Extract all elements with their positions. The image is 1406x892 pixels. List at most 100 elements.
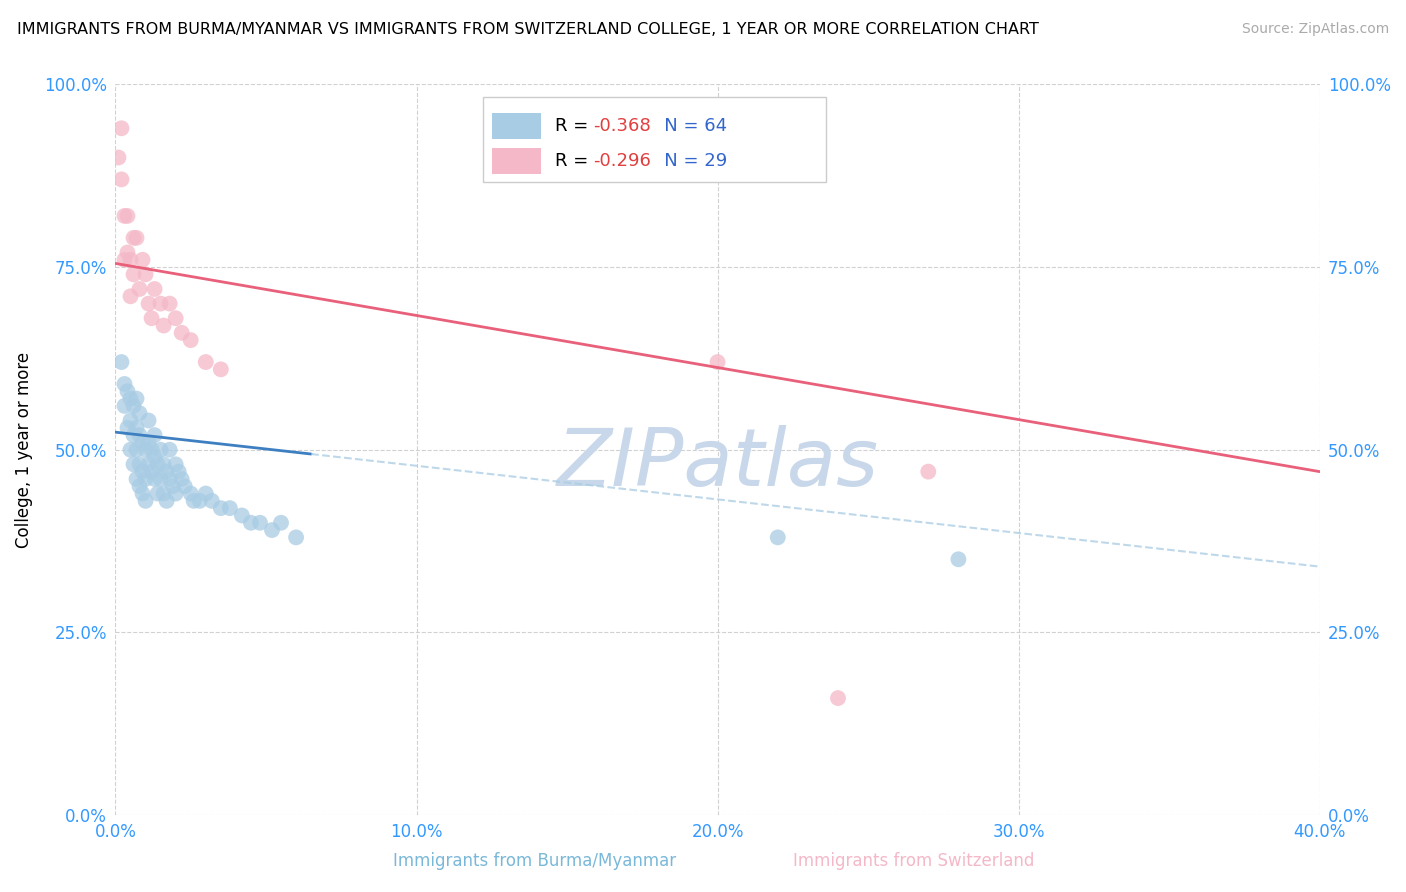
Text: IMMIGRANTS FROM BURMA/MYANMAR VS IMMIGRANTS FROM SWITZERLAND COLLEGE, 1 YEAR OR : IMMIGRANTS FROM BURMA/MYANMAR VS IMMIGRA… xyxy=(17,22,1039,37)
Point xyxy=(114,376,136,391)
Point xyxy=(135,442,157,457)
Point xyxy=(706,355,728,369)
Point xyxy=(146,458,169,472)
Point xyxy=(948,552,970,566)
Point xyxy=(120,392,142,406)
Point xyxy=(260,523,283,537)
Point xyxy=(143,450,166,464)
Point xyxy=(120,289,142,303)
Point xyxy=(183,493,205,508)
Point xyxy=(131,486,153,500)
Point xyxy=(125,472,148,486)
Point xyxy=(122,268,145,282)
Point xyxy=(110,355,132,369)
Point xyxy=(122,458,145,472)
Point xyxy=(110,172,132,186)
Point xyxy=(180,333,202,347)
Point xyxy=(194,486,217,500)
Point xyxy=(159,296,181,310)
Point xyxy=(766,530,789,544)
Point xyxy=(122,231,145,245)
Point xyxy=(149,472,172,486)
Point xyxy=(138,435,160,450)
Point xyxy=(249,516,271,530)
Point xyxy=(120,413,142,427)
Point xyxy=(152,318,174,333)
Point xyxy=(135,268,157,282)
Text: R =: R = xyxy=(555,153,593,170)
Point xyxy=(143,428,166,442)
Point xyxy=(173,479,195,493)
Point xyxy=(141,311,163,326)
Point xyxy=(152,486,174,500)
Text: Immigrants from Burma/Myanmar: Immigrants from Burma/Myanmar xyxy=(392,852,676,870)
Text: Immigrants from Switzerland: Immigrants from Switzerland xyxy=(793,852,1035,870)
Point xyxy=(125,231,148,245)
Text: N = 64: N = 64 xyxy=(647,118,727,136)
Point xyxy=(149,296,172,310)
Point xyxy=(117,245,139,260)
Bar xyxy=(492,113,540,139)
Text: R =: R = xyxy=(555,118,593,136)
Point xyxy=(107,151,129,165)
Point xyxy=(194,355,217,369)
Point xyxy=(138,458,160,472)
Point xyxy=(114,252,136,267)
Point xyxy=(201,493,224,508)
Point xyxy=(285,530,308,544)
Point xyxy=(270,516,292,530)
Point xyxy=(128,479,150,493)
Point xyxy=(146,486,169,500)
Text: Source: ZipAtlas.com: Source: ZipAtlas.com xyxy=(1241,22,1389,37)
Text: -0.296: -0.296 xyxy=(593,153,651,170)
FancyBboxPatch shape xyxy=(482,97,825,182)
Point xyxy=(120,252,142,267)
Point xyxy=(143,472,166,486)
Point xyxy=(114,209,136,223)
Point xyxy=(135,493,157,508)
Point xyxy=(128,428,150,442)
Point xyxy=(117,421,139,435)
Point xyxy=(239,516,262,530)
Point xyxy=(114,399,136,413)
Point xyxy=(125,442,148,457)
Point xyxy=(125,421,148,435)
Point xyxy=(128,406,150,420)
Point xyxy=(231,508,253,523)
Point xyxy=(110,121,132,136)
Point xyxy=(209,362,232,376)
Point xyxy=(218,501,240,516)
Point xyxy=(156,493,179,508)
Point xyxy=(141,465,163,479)
Point xyxy=(167,465,190,479)
Point xyxy=(138,296,160,310)
Point xyxy=(122,428,145,442)
Point xyxy=(159,472,181,486)
Point xyxy=(131,465,153,479)
Point xyxy=(122,399,145,413)
Point xyxy=(827,691,849,706)
Point xyxy=(209,501,232,516)
Point xyxy=(131,435,153,450)
Point xyxy=(170,326,193,340)
Point xyxy=(165,311,187,326)
Point xyxy=(165,458,187,472)
Point xyxy=(120,442,142,457)
Point xyxy=(128,458,150,472)
Point xyxy=(917,465,939,479)
Point xyxy=(138,413,160,427)
Text: -0.368: -0.368 xyxy=(593,118,651,136)
Point xyxy=(125,392,148,406)
Point xyxy=(159,442,181,457)
Point xyxy=(141,442,163,457)
Point xyxy=(143,282,166,296)
Point xyxy=(180,486,202,500)
Point xyxy=(149,442,172,457)
Point xyxy=(162,479,184,493)
Point xyxy=(188,493,211,508)
Point xyxy=(135,472,157,486)
Point xyxy=(165,486,187,500)
Bar xyxy=(492,148,540,174)
Text: N = 29: N = 29 xyxy=(647,153,727,170)
Point xyxy=(128,282,150,296)
